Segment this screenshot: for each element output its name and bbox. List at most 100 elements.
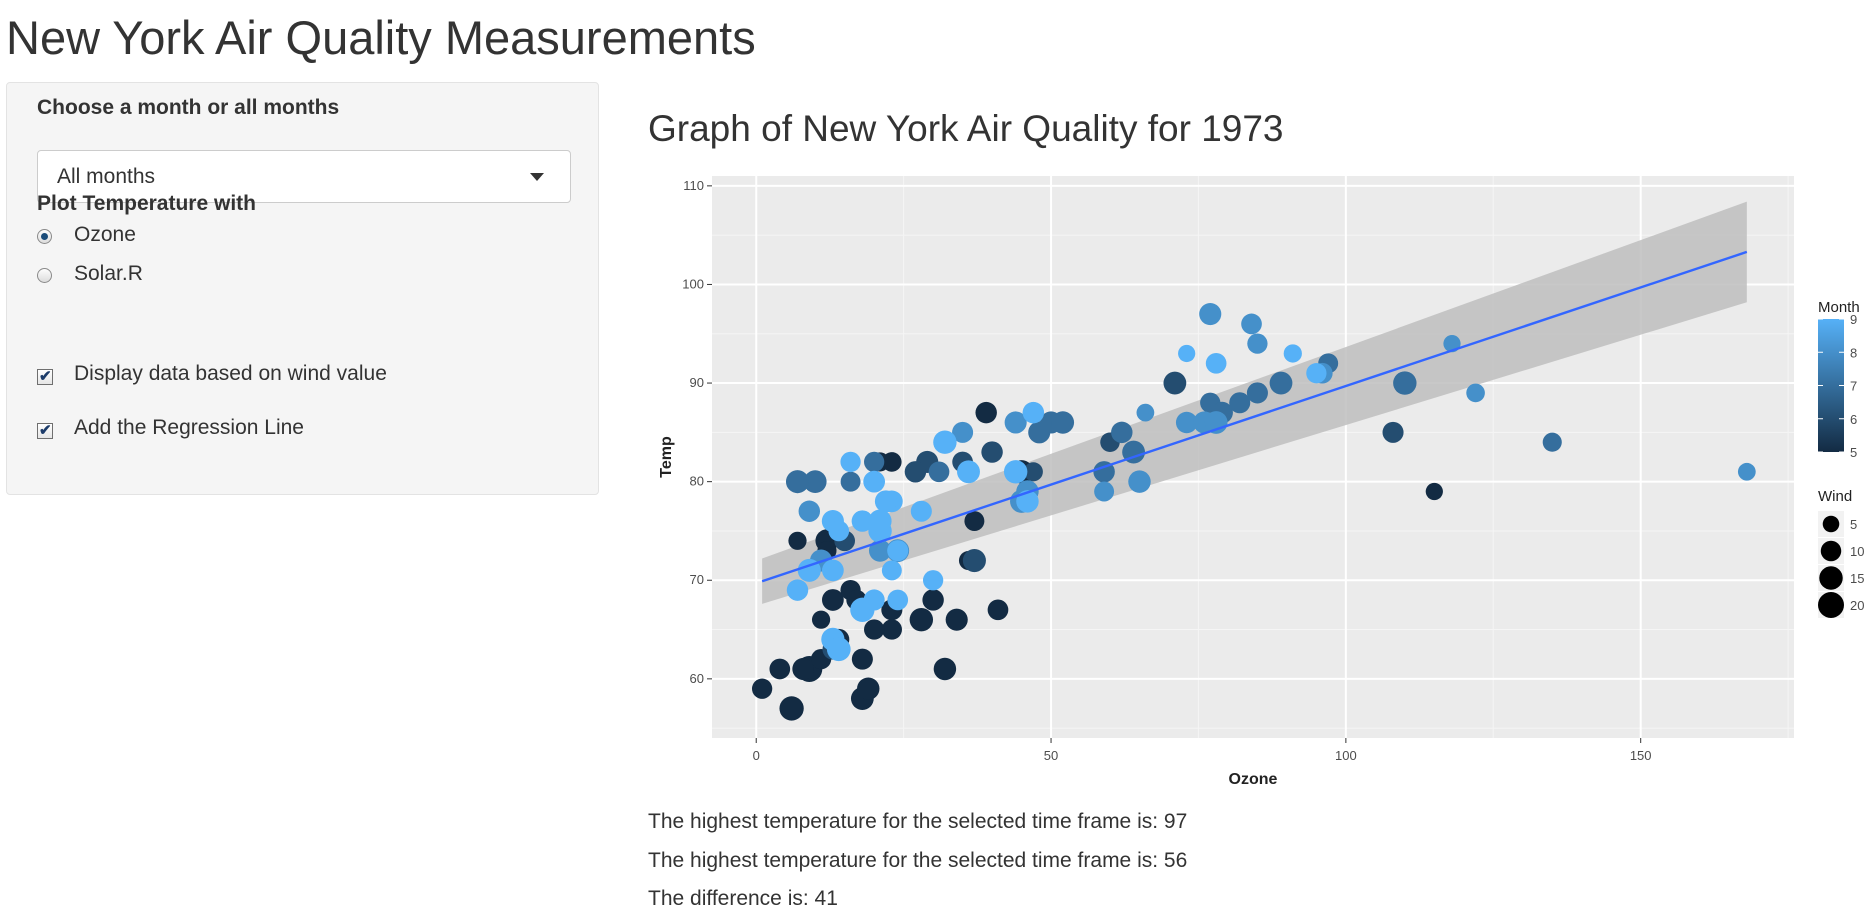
x-tick-label: 50 — [1044, 748, 1058, 763]
data-point — [1382, 421, 1404, 443]
data-point — [910, 500, 932, 522]
data-point — [1246, 382, 1268, 404]
data-point — [881, 560, 902, 581]
month-select[interactable]: All months — [37, 150, 571, 203]
regression-line — [761, 250, 1748, 583]
data-point — [863, 589, 885, 611]
data-point — [887, 589, 909, 611]
data-point — [1175, 411, 1198, 434]
data-point — [933, 430, 957, 454]
data-point — [863, 470, 886, 493]
checkbox-wind[interactable]: ✔ Display data based on wind value — [37, 362, 417, 390]
data-point — [864, 619, 885, 640]
data-point — [882, 452, 902, 472]
data-point — [868, 509, 892, 533]
data-point — [779, 696, 804, 721]
data-point — [1737, 462, 1756, 481]
legend-wind-label: 10 — [1850, 544, 1864, 559]
data-point — [868, 539, 892, 562]
radio-ozone[interactable]: Ozone — [37, 223, 217, 251]
data-point — [952, 421, 974, 443]
legend-wind-title: Wind — [1818, 488, 1852, 505]
data-point — [1229, 392, 1251, 414]
radio-solar[interactable]: Solar.R — [37, 262, 217, 290]
data-point — [922, 570, 944, 591]
legend-wind-symbol — [1822, 515, 1840, 533]
data-point — [1093, 461, 1115, 483]
legend-month-title: Month — [1818, 299, 1860, 316]
data-point — [1269, 371, 1293, 395]
data-point — [975, 401, 997, 424]
legend-wind-symbol — [1819, 566, 1843, 590]
scatter-chart: 0 50 100 150 60 70 80 90 100 110 Ozone Temp Month 5 6 7… — [658, 176, 1864, 788]
data-point — [981, 441, 1003, 463]
chevron-down-icon — [530, 173, 544, 181]
data-point — [1111, 421, 1133, 444]
month-select-value: All months — [57, 165, 156, 188]
data-point — [840, 451, 861, 473]
data-point — [803, 470, 827, 494]
x-tick-label: 150 — [1630, 748, 1652, 763]
x-tick-label: 0 — [753, 748, 760, 763]
min-temp-text: The highest temperature for the selected… — [648, 849, 1188, 872]
legend-wind-symbol — [1818, 592, 1844, 618]
data-point — [822, 589, 844, 611]
y-tick-label: 60 — [690, 671, 704, 686]
data-point — [788, 531, 807, 550]
data-point — [1004, 411, 1027, 434]
checkbox-regression-label: Add the Regression Line — [74, 416, 304, 439]
y-axis-title: Temp — [658, 436, 675, 478]
checkbox-regression[interactable]: ✔ Add the Regression Line — [37, 416, 357, 444]
temp-difference-text: The difference is: 41 — [648, 887, 838, 910]
y-tick-label: 70 — [690, 572, 704, 587]
data-point — [1136, 403, 1155, 422]
data-point — [987, 599, 1009, 621]
month-select-label: Choose a month or all months — [37, 96, 340, 119]
data-point — [904, 461, 927, 483]
data-point — [1178, 344, 1196, 363]
max-temp-text: The highest temperature for the selected… — [648, 810, 1188, 833]
data-point — [1023, 462, 1043, 482]
data-point — [785, 470, 810, 494]
data-point — [792, 658, 814, 680]
check-icon: ✔ — [39, 422, 52, 439]
data-point — [881, 619, 902, 640]
data-point — [769, 658, 791, 680]
data-point — [1199, 302, 1222, 326]
radio-ozone-button[interactable] — [37, 229, 52, 244]
radio-solar-button[interactable] — [37, 268, 52, 283]
plot-with-label: Plot Temperature with — [37, 192, 256, 215]
data-point — [786, 579, 809, 601]
data-point — [1016, 490, 1039, 513]
data-point — [751, 678, 773, 699]
radio-ozone-label: Ozone — [74, 223, 136, 246]
data-point — [962, 548, 986, 573]
data-point — [822, 559, 844, 582]
legend-wind-label: 15 — [1850, 571, 1864, 586]
data-point — [1094, 481, 1115, 502]
data-point — [826, 637, 851, 662]
legend-month-label: 5 — [1850, 445, 1857, 460]
y-tick-label: 90 — [690, 375, 704, 390]
data-point — [909, 607, 934, 632]
data-point — [857, 677, 880, 700]
data-point — [957, 460, 980, 484]
checkbox-wind-label: Display data based on wind value — [74, 362, 387, 385]
data-point — [1241, 313, 1262, 335]
radio-solar-label: Solar.R — [74, 262, 143, 285]
legend-month-label: 9 — [1850, 312, 1857, 327]
legend-month-label: 8 — [1850, 345, 1857, 360]
data-point — [1051, 411, 1075, 434]
checkbox-regression-box[interactable]: ✔ — [37, 422, 53, 439]
data-point — [811, 610, 831, 629]
sidebar-panel: Choose a month or all months All months … — [6, 82, 599, 495]
data-point — [828, 520, 850, 542]
checkbox-wind-box[interactable]: ✔ — [37, 368, 53, 385]
y-tick-label: 100 — [682, 276, 704, 291]
y-tick-label: 80 — [690, 474, 704, 489]
y-tick-label: 110 — [683, 178, 704, 193]
data-point — [1205, 352, 1227, 374]
data-point — [1542, 432, 1562, 452]
x-tick-label: 100 — [1335, 748, 1357, 763]
data-point — [945, 608, 968, 631]
